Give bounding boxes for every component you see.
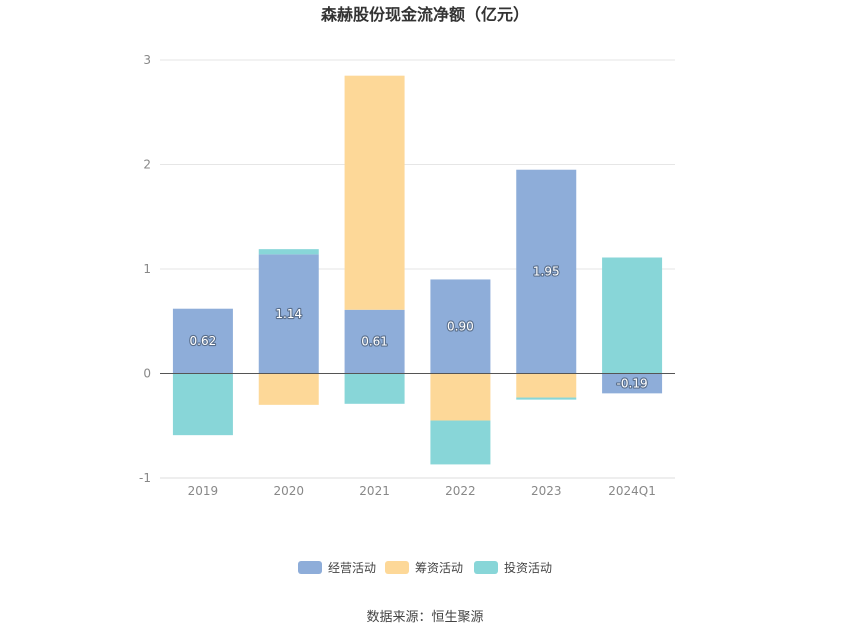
x-tick-label: 2020 xyxy=(273,484,304,498)
legend-label: 投资活动 xyxy=(504,560,552,575)
bar-segment xyxy=(430,373,491,421)
x-tick-label: 2022 xyxy=(445,484,476,498)
data-label: 0.61 xyxy=(361,335,388,349)
x-tick-label: 2023 xyxy=(531,484,562,498)
y-tick-label: 2 xyxy=(143,158,151,172)
source-note: 数据来源：恒生聚源 xyxy=(366,610,483,625)
data-label: 1.14 xyxy=(275,307,302,321)
x-tick-label: 2019 xyxy=(188,484,219,498)
bar-segment xyxy=(516,169,577,374)
y-tick-label: 0 xyxy=(143,367,151,381)
data-label: 0.90 xyxy=(447,319,474,333)
bar-segment xyxy=(258,249,319,255)
legend-item: 筹资活动 xyxy=(385,561,463,575)
data-label: 1.95 xyxy=(533,265,560,279)
bar-segment xyxy=(344,75,405,310)
bar-segment xyxy=(516,397,577,400)
chart-title: 森赫股份现金流净额（亿元） xyxy=(321,5,529,24)
legend: 经营活动 筹资活动 投资活动 xyxy=(298,560,552,575)
data-labels: 0.62 1.14 0.61 0.90 1.95 -0.19 xyxy=(188,264,648,392)
y-tick-label: -1 xyxy=(139,471,151,485)
legend-swatch xyxy=(474,561,498,574)
bar-segment xyxy=(172,308,233,374)
bar-segment xyxy=(258,373,319,405)
legend-label: 筹资活动 xyxy=(415,561,463,575)
x-axis: 2019 2020 2021 2022 2023 2024Q1 xyxy=(188,484,656,498)
legend-swatch xyxy=(385,561,409,574)
legend-item: 投资活动 xyxy=(474,560,552,575)
bar-segment xyxy=(430,279,491,374)
x-tick-label: 2021 xyxy=(359,484,390,498)
bar-segment xyxy=(344,309,405,374)
bar-segment xyxy=(172,373,233,436)
bar-segment xyxy=(602,373,663,394)
y-tick-label: 3 xyxy=(143,53,151,67)
legend-swatch xyxy=(298,561,322,574)
bar-segment xyxy=(258,254,319,374)
data-label: -0.19 xyxy=(617,376,648,390)
y-tick-label: 1 xyxy=(143,262,151,276)
y-axis: 3 2 1 0 -1 xyxy=(139,53,151,485)
bar-segment xyxy=(602,257,663,374)
bar-segment xyxy=(430,420,491,465)
legend-label: 经营活动 xyxy=(328,561,376,575)
data-label: 0.62 xyxy=(190,334,217,348)
bars xyxy=(172,75,663,465)
x-tick-label: 2024Q1 xyxy=(608,484,656,498)
zero-axis xyxy=(160,373,675,479)
bar-segment xyxy=(516,373,577,398)
legend-item: 经营活动 xyxy=(298,561,376,575)
bar-segment xyxy=(344,373,405,404)
grid xyxy=(160,59,675,479)
